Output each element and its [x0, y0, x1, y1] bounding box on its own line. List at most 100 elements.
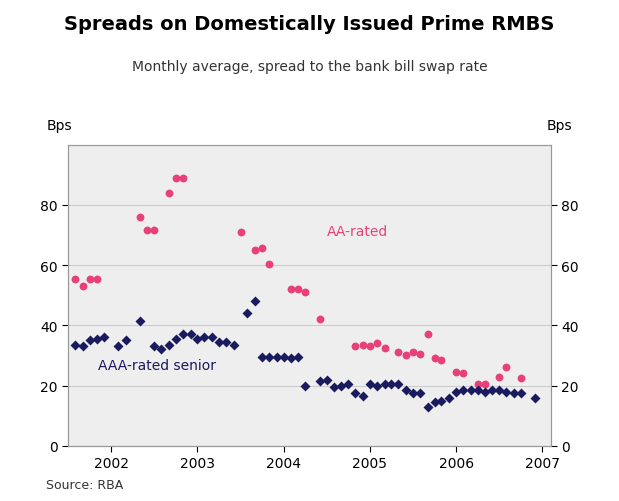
Point [186, 331, 196, 339]
Point [264, 353, 274, 361]
Point [264, 260, 274, 268]
Point [344, 380, 353, 388]
Point [501, 364, 511, 372]
Point [494, 386, 504, 394]
Point [473, 380, 483, 388]
Point [509, 389, 519, 397]
Point [451, 388, 461, 396]
Text: Source: RBA: Source: RBA [46, 478, 124, 491]
Point [300, 289, 310, 297]
Point [156, 346, 166, 354]
Point [494, 373, 504, 381]
Point [423, 403, 433, 411]
Point [92, 335, 102, 343]
Point [365, 380, 375, 388]
Point [70, 341, 80, 349]
Point [250, 298, 260, 306]
Text: AA-rated: AA-rated [327, 224, 388, 238]
Point [85, 275, 95, 283]
Point [272, 353, 282, 361]
Point [121, 337, 131, 345]
Point [401, 352, 411, 360]
Point [516, 389, 526, 397]
Point [415, 350, 425, 358]
Point [458, 370, 468, 378]
Point [329, 383, 339, 391]
Point [350, 389, 360, 397]
Point [473, 386, 483, 394]
Point [379, 380, 389, 388]
Point [408, 389, 418, 397]
Point [430, 398, 439, 406]
Point [285, 286, 295, 294]
Point [243, 310, 253, 318]
Text: AAA-rated senior: AAA-rated senior [98, 358, 216, 372]
Point [135, 213, 145, 221]
Point [171, 335, 181, 343]
Point [379, 344, 389, 352]
Point [444, 394, 454, 402]
Point [164, 341, 174, 349]
Point [142, 227, 152, 235]
Point [501, 388, 511, 396]
Point [279, 353, 288, 361]
Point [199, 334, 209, 342]
Point [178, 331, 188, 339]
Point [315, 316, 325, 324]
Point [415, 389, 425, 397]
Point [85, 337, 95, 345]
Point [171, 174, 181, 182]
Point [458, 386, 468, 394]
Point [451, 368, 461, 376]
Point [480, 380, 490, 388]
Point [386, 380, 396, 388]
Point [149, 343, 159, 351]
Text: Monthly average, spread to the bank bill swap rate: Monthly average, spread to the bank bill… [132, 60, 487, 74]
Point [293, 286, 303, 294]
Point [487, 386, 497, 394]
Point [408, 349, 418, 357]
Point [350, 343, 360, 351]
Point [516, 374, 526, 382]
Point [365, 343, 375, 351]
Point [393, 380, 403, 388]
Point [293, 353, 303, 361]
Point [228, 341, 238, 349]
Point [78, 283, 88, 291]
Point [358, 341, 368, 349]
Point [337, 382, 347, 390]
Point [92, 275, 102, 283]
Point [530, 394, 540, 402]
Point [164, 189, 174, 197]
Point [401, 386, 411, 394]
Point [372, 340, 382, 348]
Text: Spreads on Domestically Issued Prime RMBS: Spreads on Domestically Issued Prime RMB… [64, 15, 555, 34]
Point [113, 343, 123, 351]
Point [214, 338, 224, 346]
Point [149, 227, 159, 235]
Point [358, 392, 368, 400]
Point [436, 397, 446, 405]
Text: Bps: Bps [547, 119, 573, 133]
Point [193, 335, 202, 343]
Point [480, 388, 490, 396]
Point [135, 317, 145, 325]
Point [465, 386, 475, 394]
Point [300, 382, 310, 390]
Point [372, 382, 382, 390]
Text: Bps: Bps [46, 119, 72, 133]
Point [70, 275, 80, 283]
Point [393, 349, 403, 357]
Point [423, 331, 433, 339]
Point [207, 334, 217, 342]
Point [250, 246, 260, 255]
Point [100, 334, 110, 342]
Point [78, 343, 88, 351]
Point [257, 353, 267, 361]
Point [236, 228, 246, 236]
Point [322, 376, 332, 384]
Point [221, 338, 231, 346]
Point [178, 174, 188, 182]
Point [257, 245, 267, 253]
Point [430, 355, 439, 363]
